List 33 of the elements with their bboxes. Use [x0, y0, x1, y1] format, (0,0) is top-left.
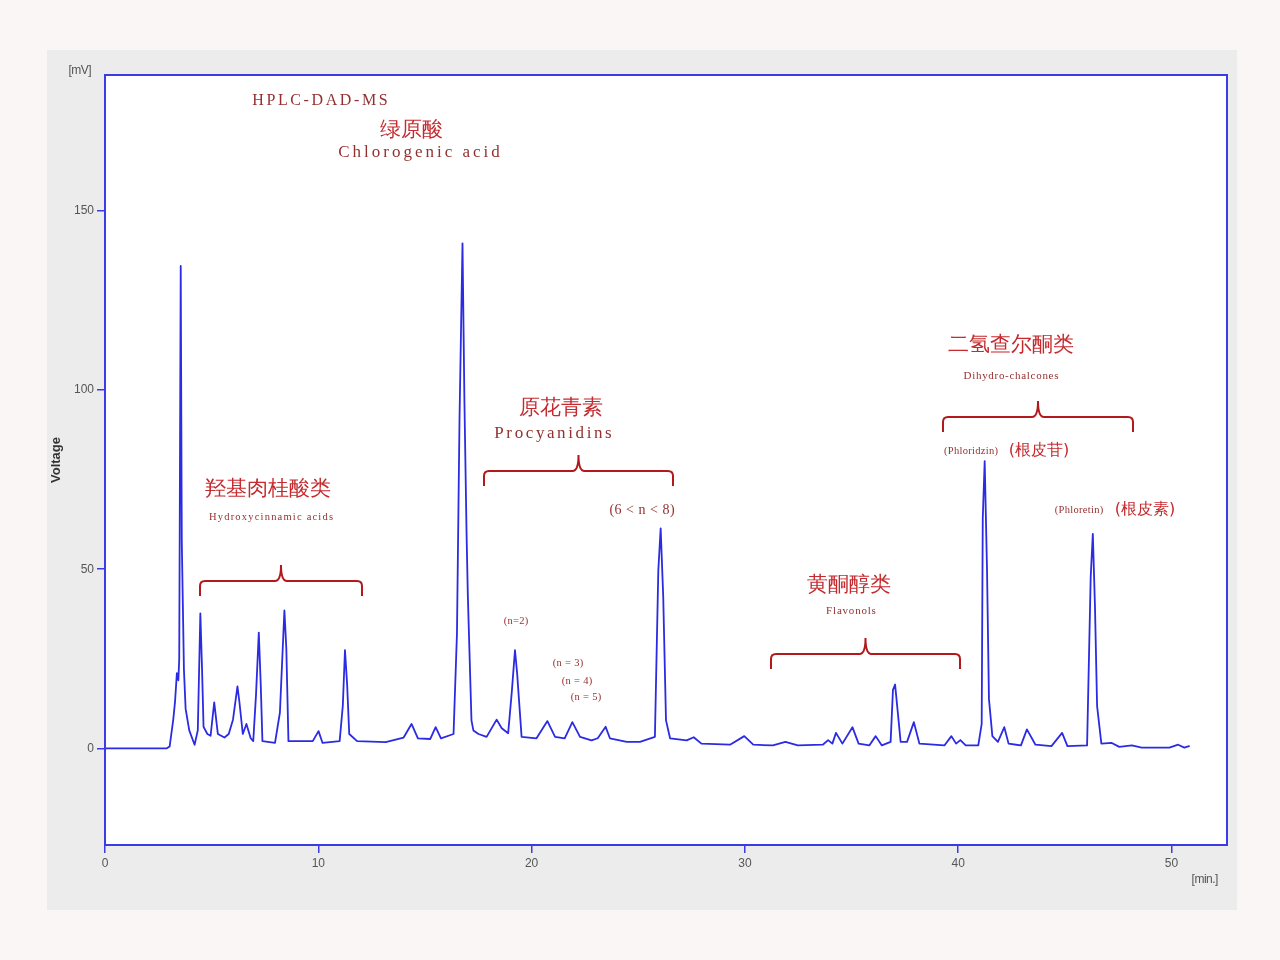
- x-tick-label: 40: [951, 855, 966, 870]
- annotation: (Phloridzin): [943, 444, 999, 457]
- annotation: (n = 4): [561, 674, 593, 687]
- text: [mV]: [68, 63, 92, 78]
- annotation: (Phloretin): [1054, 503, 1104, 516]
- y-tick-label: 100: [73, 382, 95, 397]
- annotation: Flavonols: [826, 603, 877, 616]
- annotation: Procyanidins: [494, 423, 615, 443]
- text: HPLC-DAD-MS: [252, 91, 391, 109]
- y-tick-label: 50: [80, 561, 95, 576]
- x-tick-label: 20: [524, 855, 539, 870]
- annotation: (根皮素): [1114, 499, 1176, 519]
- y-tick-label: 0: [87, 740, 95, 755]
- annotation: Hydroxycinnamic acids: [208, 510, 335, 522]
- annotation: 二氢查尔酮类: [948, 332, 1074, 357]
- y-axis-title: Voltage: [48, 437, 64, 483]
- annotation: (n = 3): [552, 656, 584, 669]
- annotation: 原花青素: [519, 395, 603, 420]
- annotation: Dihydro-chalcones: [963, 368, 1060, 381]
- annotation: (根皮苷): [1008, 440, 1070, 460]
- annotation: Chlorogenic acid: [338, 142, 503, 162]
- annotation: 羟基肉桂酸类: [205, 476, 331, 501]
- annotation: (6 < n < 8): [609, 501, 676, 518]
- annotation: 绿原酸: [379, 117, 443, 142]
- text: [min.]: [1191, 872, 1219, 887]
- annotation: (n=2): [503, 614, 529, 627]
- x-tick-label: 0: [101, 855, 109, 870]
- x-tick-label: 30: [738, 855, 752, 870]
- x-tick-label: 50: [1164, 855, 1179, 870]
- annotation: 黄酮醇类: [807, 572, 891, 597]
- annotation: (n = 5): [570, 690, 602, 703]
- x-tick-label: 10: [311, 855, 326, 870]
- y-tick-label: 150: [73, 203, 95, 218]
